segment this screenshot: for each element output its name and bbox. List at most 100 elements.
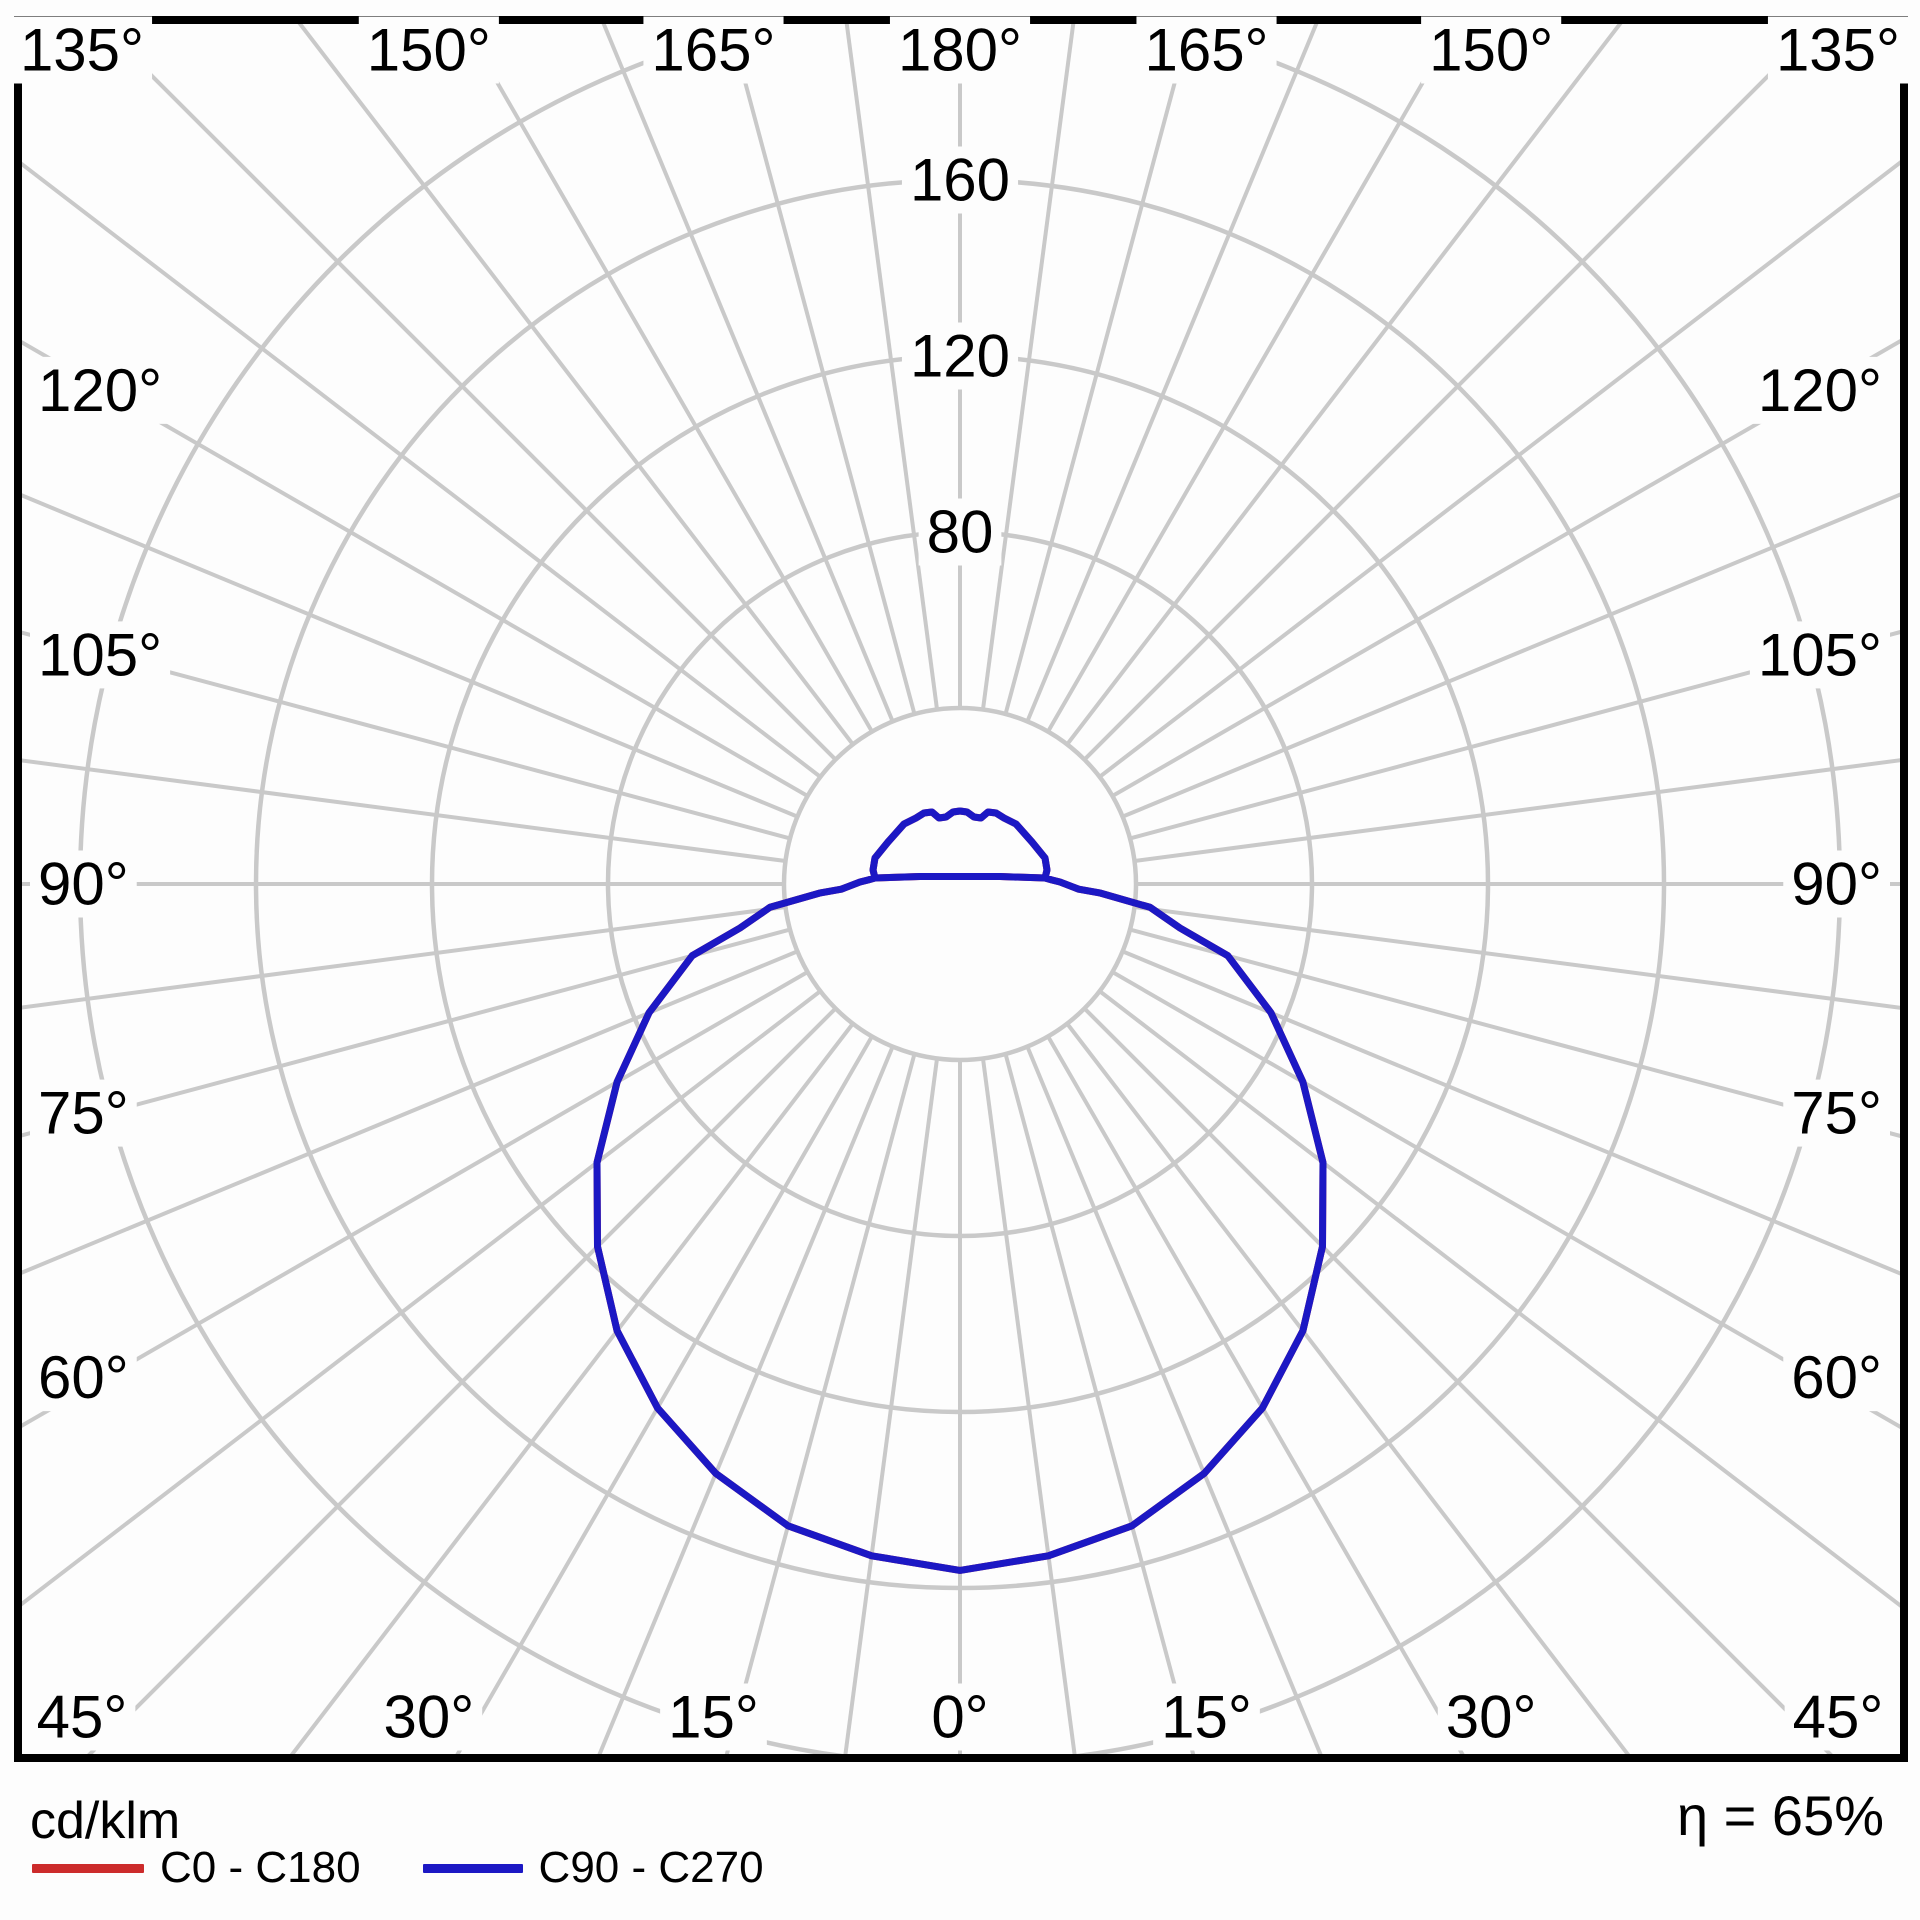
grid-spoke [1046, 1035, 1465, 1754]
angle-label-105-left: 105° [38, 621, 162, 688]
radial-label-120: 120 [910, 323, 1010, 390]
label-backing [1421, 16, 1562, 84]
angle-label-165-left: 165° [651, 17, 775, 84]
angle-label-45-left: 45° [37, 1684, 128, 1751]
label-backing [1783, 1079, 1890, 1147]
angle-label-0: 0° [931, 1684, 988, 1751]
grid-spoke [1046, 24, 1459, 733]
grid-spoke [22, 970, 809, 1428]
grid-spoke [1065, 24, 1623, 746]
grid-spoke [724, 1053, 917, 1754]
angle-label-75-right: 75° [1791, 1080, 1882, 1147]
label-backing [30, 621, 171, 689]
grid-spoke [1083, 1007, 1833, 1754]
label-backing [30, 1079, 137, 1147]
grid-ring-40 [781, 705, 1139, 1063]
grid-spoke [1111, 970, 1900, 1430]
label-backing [1749, 356, 1890, 424]
grid-spoke [455, 1035, 874, 1754]
label-backing [375, 1683, 483, 1751]
grid-spoke [22, 161, 822, 779]
grid-spoke [297, 24, 855, 746]
legend-label-c0: C0 - C180 [160, 1843, 361, 1892]
label-backing [1749, 621, 1890, 689]
grid-spoke [980, 1058, 1077, 1754]
label-backing [1767, 16, 1909, 84]
label-backing [1437, 1683, 1545, 1751]
label-backing [643, 16, 784, 84]
grid-spoke [22, 340, 809, 798]
label-backing [1153, 1683, 1260, 1751]
grid-spoke [1121, 492, 1900, 819]
grid-spoke [1129, 927, 1900, 1138]
legend: C0 - C180 C90 - C270 [32, 1843, 764, 1892]
grid-spoke [1129, 630, 1900, 841]
grid-spoke [1025, 1045, 1323, 1754]
grid-spoke [22, 630, 791, 841]
grid-spoke [1003, 1053, 1196, 1754]
angle-label-180: 180° [898, 17, 1022, 84]
grid-spoke [22, 949, 799, 1275]
angle-label-30-left: 30° [383, 1684, 474, 1751]
unit-label: cd/klm [30, 1792, 181, 1850]
label-backing [901, 146, 1019, 214]
grid-spoke [22, 927, 791, 1138]
grid-spoke [1003, 24, 1193, 715]
grid-spoke [1065, 1022, 1631, 1754]
grid-spoke [289, 1022, 855, 1754]
grid-spoke [727, 24, 917, 715]
label-backing [28, 1683, 136, 1751]
angle-label-150-left: 150° [367, 17, 491, 84]
label-backing [889, 16, 1031, 84]
label-backing [923, 1683, 997, 1751]
grid-spoke [597, 1045, 895, 1754]
grid-spoke [601, 24, 895, 723]
label-backing [1784, 1683, 1892, 1751]
angle-label-60-right: 60° [1791, 1344, 1882, 1411]
grid-spoke [1111, 338, 1900, 798]
angle-label-60-left: 60° [38, 1344, 129, 1411]
grid-spoke [980, 24, 1076, 710]
label-backing [1783, 1344, 1890, 1412]
angle-label-150-right: 150° [1429, 17, 1553, 84]
grid-spoke [1083, 24, 1823, 761]
grid-spoke [461, 24, 874, 733]
grid-spoke [22, 758, 786, 864]
grid-spoke [22, 493, 799, 819]
label-backing [1783, 850, 1890, 918]
label-backing [30, 850, 137, 918]
angle-label-15-left: 15° [668, 1684, 759, 1751]
angle-label-90-left: 90° [38, 851, 129, 918]
label-backing [901, 322, 1019, 390]
radial-label-80: 80 [927, 499, 994, 566]
legend-swatch-c0-icon [32, 1863, 144, 1873]
grid-spoke [87, 1007, 837, 1754]
angle-label-90-right: 90° [1791, 851, 1882, 918]
label-backing [30, 356, 171, 424]
label-backing [30, 1344, 137, 1412]
angle-label-120-left: 120° [38, 357, 162, 424]
grid-spoke [22, 989, 822, 1607]
grid-spoke [1098, 160, 1900, 779]
angle-label-15-right: 15° [1161, 1684, 1252, 1751]
angle-label-120-right: 120° [1758, 357, 1882, 424]
grid-spoke [1134, 758, 1900, 864]
angle-label-30-right: 30° [1446, 1684, 1537, 1751]
angle-label-105-right: 105° [1758, 621, 1882, 688]
grid-spoke [97, 24, 837, 761]
label-backing [918, 498, 1002, 566]
efficiency-label: η = 65% [1676, 1784, 1884, 1847]
angle-label-135-right: 135° [1776, 17, 1900, 84]
grid-spoke [843, 1058, 940, 1754]
grid-spoke [1121, 949, 1900, 1276]
radial-label-160: 160 [910, 147, 1010, 214]
label-backing [358, 16, 499, 84]
curve-c90-c270 [593, 807, 1327, 1574]
label-backing [1136, 16, 1277, 84]
grid-spoke [22, 904, 786, 1010]
grid-spoke [1134, 904, 1900, 1010]
label-backing [660, 1683, 767, 1751]
